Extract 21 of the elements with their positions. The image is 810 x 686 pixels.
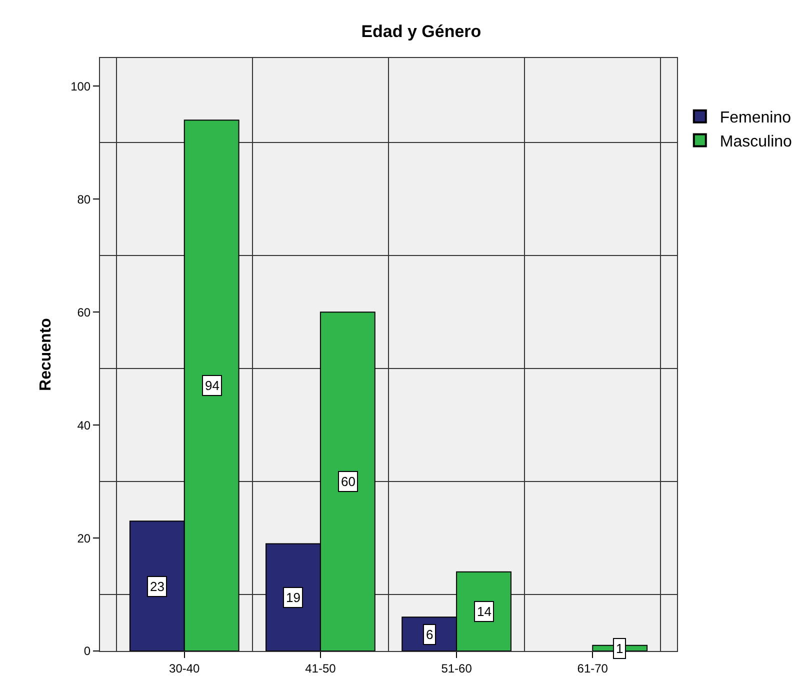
x-tick-label: 51-60 xyxy=(441,661,472,676)
data-label: 19 xyxy=(286,590,300,605)
y-tick-label: 80 xyxy=(77,192,91,206)
legend-label: Femenino xyxy=(720,110,792,127)
y-tick-label: 0 xyxy=(84,644,91,658)
y-tick-label: 20 xyxy=(77,531,91,546)
data-label: 23 xyxy=(150,579,164,594)
x-tick-label: 61-70 xyxy=(577,661,608,676)
y-axis-title: Recuento xyxy=(37,318,54,391)
data-label: 1 xyxy=(616,641,624,656)
legend-label: Masculino xyxy=(720,133,792,150)
y-tick-label: 40 xyxy=(77,418,91,432)
data-label: 6 xyxy=(426,627,434,642)
y-tick-label: 60 xyxy=(77,305,91,320)
data-label: 60 xyxy=(341,474,356,489)
data-label: 94 xyxy=(205,378,220,393)
y-tick-label: 100 xyxy=(70,79,91,94)
x-tick-label: 41-50 xyxy=(305,661,336,676)
chart-title: Edad y Género xyxy=(361,22,482,41)
data-label: 14 xyxy=(477,604,492,619)
x-tick-label: 30-40 xyxy=(169,661,200,676)
